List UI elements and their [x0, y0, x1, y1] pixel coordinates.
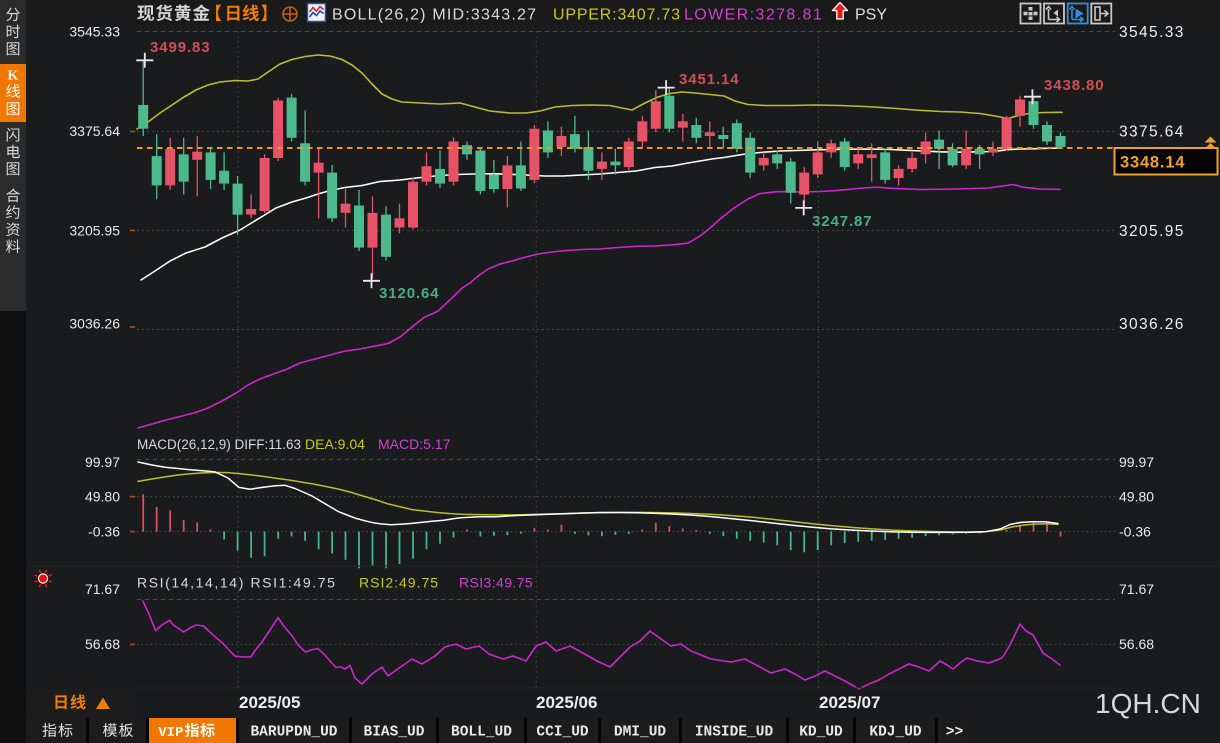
svg-text:RSI2:49.75: RSI2:49.75: [359, 575, 439, 591]
svg-text:BOLL_UD: BOLL_UD: [451, 725, 512, 741]
svg-text:56.68: 56.68: [1119, 636, 1154, 652]
svg-text:-0.36: -0.36: [88, 523, 120, 539]
svg-text:3348.14: 3348.14: [1120, 154, 1185, 172]
svg-text:49.80: 49.80: [1119, 489, 1154, 505]
svg-text:3545.33: 3545.33: [69, 24, 120, 40]
svg-text:MACD:5.17: MACD:5.17: [378, 436, 451, 452]
svg-text:K: K: [8, 69, 19, 84]
svg-text:3036.26: 3036.26: [1119, 316, 1185, 333]
svg-text:3375.64: 3375.64: [1119, 123, 1185, 140]
svg-text:MACD(26,12,9) DIFF:11.63: MACD(26,12,9) DIFF:11.63: [137, 437, 301, 452]
svg-text:49.80: 49.80: [85, 489, 120, 505]
svg-text:56.68: 56.68: [85, 636, 120, 652]
svg-text:RSI(14,14,14) RSI1:49.75: RSI(14,14,14) RSI1:49.75: [137, 575, 337, 591]
svg-text:3545.33: 3545.33: [1119, 24, 1185, 41]
svg-text:99.97: 99.97: [85, 454, 120, 470]
svg-text:BARUPDN_UD: BARUPDN_UD: [250, 725, 337, 741]
svg-text:3438.80: 3438.80: [1044, 77, 1105, 94]
svg-text:2025/05: 2025/05: [239, 693, 300, 712]
svg-text:UPPER:3407.73: UPPER:3407.73: [553, 7, 681, 24]
svg-text:BOLL(26,2) MID:3343.27: BOLL(26,2) MID:3343.27: [332, 7, 537, 24]
svg-text:RSI3:49.75: RSI3:49.75: [459, 575, 533, 591]
svg-text:-0.36: -0.36: [1119, 523, 1151, 539]
svg-text:99.97: 99.97: [1119, 454, 1154, 470]
svg-text:DEA:9.04: DEA:9.04: [305, 436, 365, 452]
svg-text:2025/06: 2025/06: [536, 693, 597, 712]
svg-text:71.67: 71.67: [1119, 581, 1154, 597]
svg-text:INSIDE_UD: INSIDE_UD: [695, 725, 774, 741]
svg-text:KD_UD: KD_UD: [799, 725, 843, 741]
svg-text:LOWER:3278.81: LOWER:3278.81: [684, 7, 823, 24]
svg-text:3499.83: 3499.83: [150, 39, 211, 56]
svg-text:>>: >>: [946, 725, 963, 741]
svg-text:3120.64: 3120.64: [379, 285, 440, 302]
svg-text:71.67: 71.67: [85, 581, 120, 597]
svg-text:2025/07: 2025/07: [819, 693, 880, 712]
svg-text:3247.87: 3247.87: [812, 213, 873, 230]
svg-text:BIAS_UD: BIAS_UD: [364, 725, 425, 741]
svg-text:DMI_UD: DMI_UD: [614, 725, 667, 741]
svg-text:3205.95: 3205.95: [1119, 223, 1185, 240]
svg-text:3205.95: 3205.95: [69, 222, 120, 238]
svg-text:3375.64: 3375.64: [69, 123, 120, 139]
svg-text:VIP: VIP: [158, 725, 183, 741]
svg-text:CCI_UD: CCI_UD: [536, 725, 589, 741]
svg-text:1QH.CN: 1QH.CN: [1095, 688, 1201, 719]
svg-text:3451.14: 3451.14: [679, 71, 740, 88]
svg-text:PSY: PSY: [855, 7, 887, 24]
svg-text:KDJ_UD: KDJ_UD: [869, 725, 922, 741]
svg-text:3036.26: 3036.26: [69, 316, 120, 332]
